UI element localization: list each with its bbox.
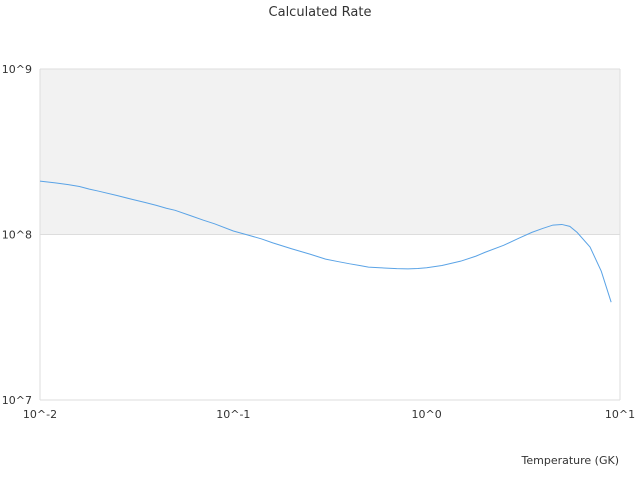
chart-title: Calculated Rate: [269, 5, 372, 20]
x-tick-label-0: 10^-2: [23, 408, 57, 421]
x-axis-label: Temperature (GK): [521, 454, 620, 467]
x-tick-label-3: 10^1: [605, 408, 635, 421]
x-tick-label-2: 10^0: [412, 408, 442, 421]
tick-labels: 10^7 10^8 10^9 10^-2 10^-1 10^0 10^1: [2, 63, 635, 421]
y-tick-label-1: 10^8: [2, 229, 32, 242]
plot-band: [40, 69, 620, 235]
axes: [39, 69, 621, 401]
y-tick-label-0: 10^7: [2, 394, 32, 407]
y-tick-label-2: 10^9: [2, 63, 32, 76]
x-tick-label-1: 10^-1: [216, 408, 250, 421]
series-line: [39, 180, 612, 303]
